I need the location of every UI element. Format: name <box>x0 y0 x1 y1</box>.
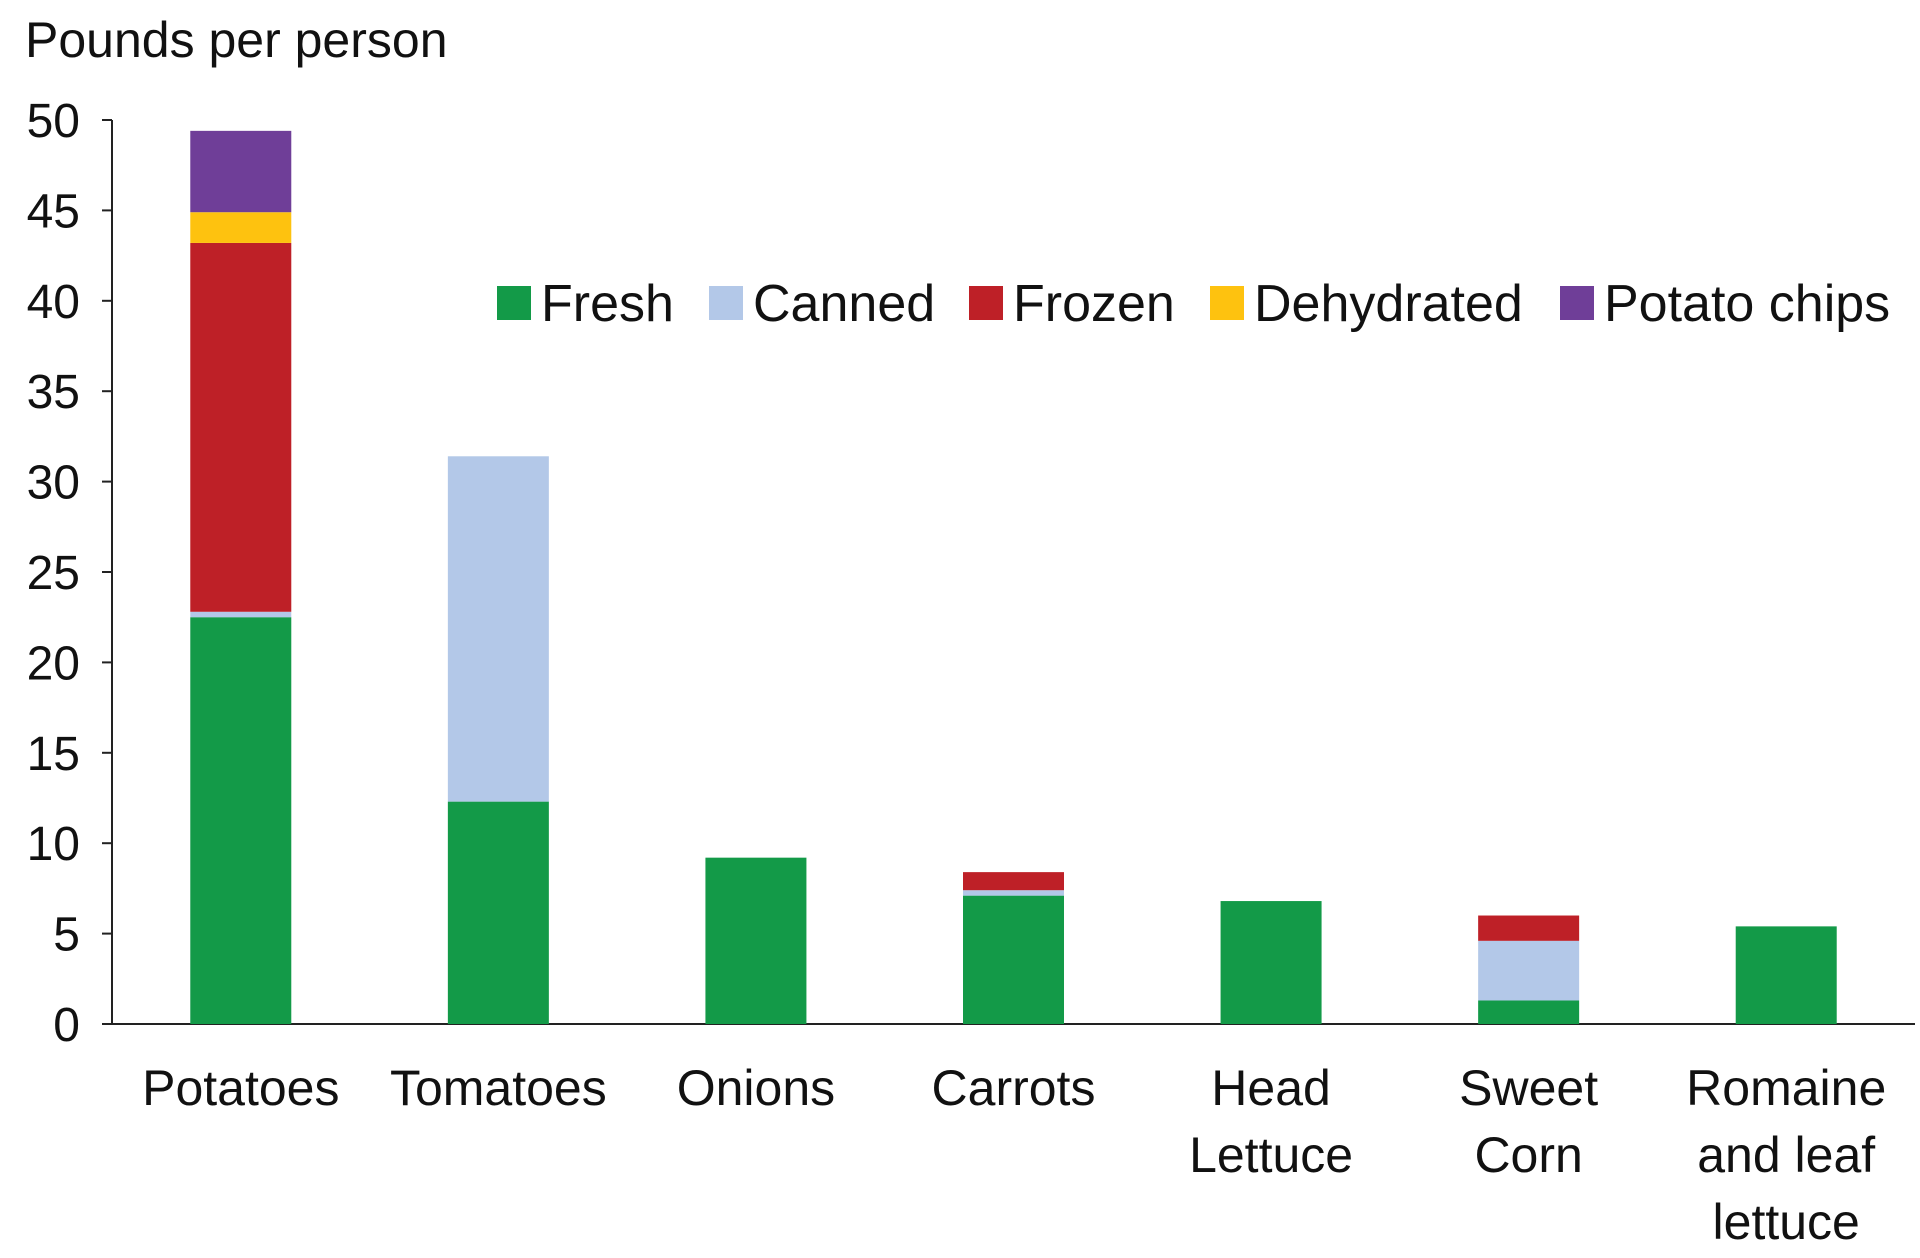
bar-segment <box>963 890 1064 896</box>
legend-swatch <box>1560 286 1594 320</box>
legend-label: Canned <box>753 275 935 333</box>
bar-segment <box>190 130 292 213</box>
y-tick-label: 40 <box>27 276 80 329</box>
legend-label: Fresh <box>541 275 674 333</box>
x-tick-label: Potatoes <box>142 1060 339 1116</box>
x-tick-label: Romaine <box>1686 1060 1886 1116</box>
x-tick-label: Onions <box>677 1060 835 1116</box>
bar-segment <box>1220 901 1322 1024</box>
axes: 0 5 10 15 20 25 30 35 40 45 50 <box>27 95 1915 1052</box>
legend-label: Potato chips <box>1604 275 1890 333</box>
legend-swatch <box>497 286 531 320</box>
bars <box>190 130 1837 1024</box>
x-axis-labels: Potatoes Tomatoes Onions Carrots Head Lettuce… <box>142 1060 1886 1250</box>
y-tick-label: 30 <box>27 457 80 510</box>
y-tick-label: 25 <box>27 547 80 600</box>
y-tick-label: 35 <box>27 366 80 419</box>
x-tick-label: and leaf <box>1697 1127 1875 1183</box>
bar-segment <box>1735 926 1837 1024</box>
y-tick-label: 45 <box>27 185 80 238</box>
x-tick-label: lettuce <box>1713 1194 1860 1250</box>
y-tick-label: 50 <box>27 95 80 148</box>
bar-segment <box>1478 915 1580 941</box>
x-tick-label: Head <box>1211 1060 1331 1116</box>
bar-segment <box>963 872 1064 891</box>
y-tick-label: 5 <box>53 909 80 962</box>
y-tick-label: 0 <box>53 999 80 1052</box>
legend-swatch <box>969 286 1003 320</box>
x-tick-label: Sweet <box>1459 1060 1598 1116</box>
bar-segment <box>447 456 549 802</box>
bar-segment <box>1478 1000 1580 1024</box>
y-axis-title: Pounds per person <box>25 12 448 68</box>
y-tick-label: 20 <box>27 637 80 690</box>
bar-segment <box>1478 940 1580 1001</box>
legend: Fresh Canned Frozen Dehydrated Potato chips <box>497 275 1890 333</box>
bar-segment <box>447 801 549 1024</box>
bar-segment <box>190 611 292 618</box>
y-tick-label: 15 <box>27 728 80 781</box>
x-tick-label: Corn <box>1474 1127 1582 1183</box>
legend-label: Dehydrated <box>1254 275 1523 333</box>
bar-segment <box>190 242 292 612</box>
x-tick-label: Tomatoes <box>390 1060 607 1116</box>
bar-segment <box>190 617 292 1024</box>
bar-segment <box>190 212 292 243</box>
bar-segment <box>705 857 807 1024</box>
legend-swatch <box>1210 286 1244 320</box>
x-tick-label: Lettuce <box>1189 1127 1353 1183</box>
y-tick-label: 10 <box>27 818 80 871</box>
x-tick-label: Carrots <box>932 1060 1096 1116</box>
legend-label: Frozen <box>1013 275 1175 333</box>
legend-swatch <box>709 286 743 320</box>
bar-segment <box>963 895 1064 1024</box>
